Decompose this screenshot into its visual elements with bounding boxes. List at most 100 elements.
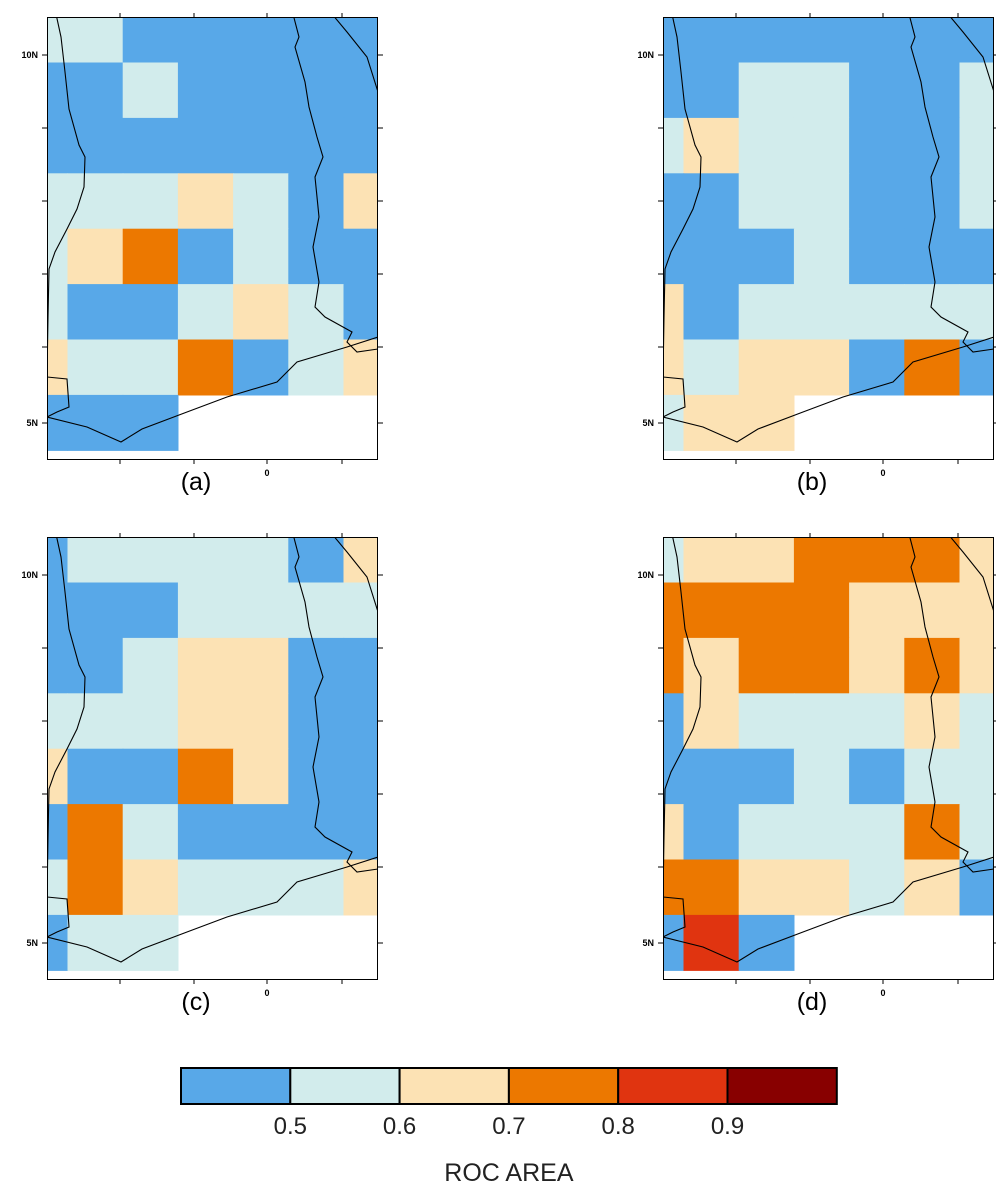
grid-cell: [12, 860, 68, 916]
grid-cell: [288, 173, 344, 229]
grid-cell: [684, 804, 740, 860]
grid-cell: [794, 527, 850, 583]
grid-cell: [739, 915, 795, 971]
grid-cell: [12, 693, 68, 749]
grid-cell: [628, 693, 684, 749]
grid-cell: [123, 693, 179, 749]
grid-cell: [123, 749, 179, 805]
lat-label-5n: 5N: [26, 418, 38, 428]
grid-cell: [849, 173, 905, 229]
grid-cell: [344, 860, 400, 916]
grid-cell: [344, 638, 400, 694]
grid-cell: [739, 284, 795, 340]
grid-cell: [684, 284, 740, 340]
grid-cell: [739, 860, 795, 916]
colorbar-tick-label: 0.8: [602, 1113, 635, 1140]
grid-cell: [68, 229, 124, 285]
grid-cell: [288, 284, 344, 340]
lon-label-0: 0: [264, 988, 269, 998]
grid-cell: [178, 527, 234, 583]
grid-cell: [794, 860, 850, 916]
grid-cell: [233, 527, 289, 583]
grid-cell: [684, 395, 740, 451]
grid-cell: [849, 118, 905, 174]
grid-cell: [904, 693, 960, 749]
lat-label-10n: 10N: [637, 570, 654, 580]
grid-cell: [628, 63, 684, 119]
colorbar-segment: [618, 1068, 727, 1104]
grid-cell: [849, 804, 905, 860]
grid-cell: [904, 638, 960, 694]
grid-cell: [399, 63, 455, 119]
grid-cell: [739, 229, 795, 285]
grid-cell: [960, 63, 996, 119]
grid-cell: [794, 583, 850, 639]
lat-label-5n: 5N: [642, 938, 654, 948]
grid-cell: [684, 638, 740, 694]
grid-cell: [123, 340, 179, 396]
grid-cell: [178, 804, 234, 860]
grid-cell: [904, 340, 960, 396]
panel-label-2: (c): [181, 988, 210, 1016]
grid-cell: [849, 638, 905, 694]
grid-cell: [178, 118, 234, 174]
grid-cell: [904, 63, 960, 119]
grid-cell: [344, 229, 400, 285]
grid-cell: [849, 749, 905, 805]
grid-cell: [178, 7, 234, 63]
grid-cell: [628, 118, 684, 174]
grid-cell: [960, 860, 996, 916]
grid-cell: [794, 804, 850, 860]
colorbar-segment: [290, 1068, 399, 1104]
grid-cell: [960, 173, 996, 229]
grid-cell: [849, 7, 905, 63]
grid-cell: [68, 395, 124, 451]
grid-cell: [684, 860, 740, 916]
grid-cell: [794, 7, 850, 63]
lat-label-5n: 5N: [642, 418, 654, 428]
grid-cell: [288, 804, 344, 860]
grid-cell: [849, 63, 905, 119]
grid-cell: [960, 638, 996, 694]
grid-cell: [68, 340, 124, 396]
grid-cell: [794, 693, 850, 749]
grid-cell: [233, 118, 289, 174]
grid-cell: [233, 749, 289, 805]
grid-cell: [12, 229, 68, 285]
colorbar-title: ROC AREA: [444, 1159, 574, 1187]
lat-label-10n: 10N: [637, 50, 654, 60]
grid-cell: [628, 583, 684, 639]
grid-cell: [684, 229, 740, 285]
grid-cell: [288, 693, 344, 749]
grid-cell: [960, 693, 996, 749]
grid-cell: [684, 63, 740, 119]
grid-cell: [233, 284, 289, 340]
grid-cell: [123, 229, 179, 285]
grid-cell: [233, 693, 289, 749]
grid-cell: [904, 804, 960, 860]
grid-cell: [288, 583, 344, 639]
grid-cell: [12, 583, 68, 639]
grid-cell: [123, 63, 179, 119]
grid-cell: [233, 583, 289, 639]
grid-cell: [123, 915, 179, 971]
grid-cell: [123, 804, 179, 860]
grid-cell: [68, 583, 124, 639]
grid-cell: [68, 173, 124, 229]
grid-cell: [794, 173, 850, 229]
grid-cell: [904, 749, 960, 805]
colorbar-segment: [509, 1068, 618, 1104]
grid-cell: [739, 693, 795, 749]
grid-cell: [960, 749, 996, 805]
grid-cell: [123, 7, 179, 63]
grid-cell: [739, 7, 795, 63]
grid-cell: [288, 118, 344, 174]
colorbar-segment: [181, 1068, 290, 1104]
grid-cell: [344, 173, 400, 229]
grid-cell: [904, 860, 960, 916]
